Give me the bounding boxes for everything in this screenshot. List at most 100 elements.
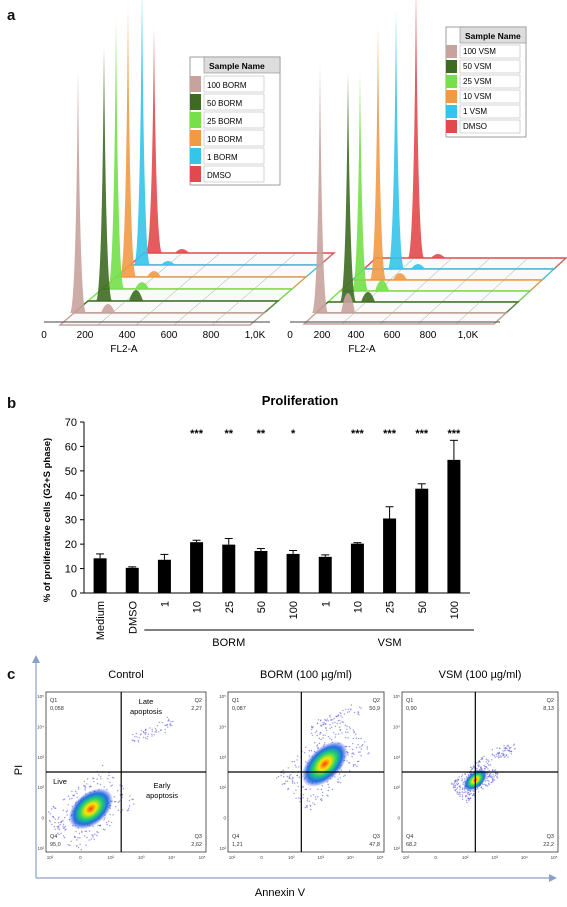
x-tick-label: 1	[320, 601, 332, 607]
y-tick-label: 60	[65, 441, 77, 453]
flow-y-tick: 0	[397, 816, 400, 821]
quadrant-q1: Q1	[50, 698, 57, 704]
bar-chart: 0 10 20 30 40 50 60 70 Medium DMSO 1 10 *** 25 ** 50 ** 1…	[65, 417, 474, 649]
flow-x-tick: 10⁵	[199, 855, 206, 860]
flow-y-tick: 10⁴	[393, 724, 400, 729]
histogram-peaks	[70, 0, 189, 313]
flow-y-tick: 10³	[37, 755, 44, 760]
region-label: Late	[139, 697, 154, 706]
histogram-lane	[114, 264, 322, 278]
quadrant-q4: Q4	[50, 834, 57, 840]
x-tick-label: 50	[256, 601, 268, 613]
histogram-peak-secondary	[431, 254, 445, 258]
quadrant-q3: Q3	[373, 834, 380, 840]
flow-y-tick: 10⁴	[37, 724, 44, 729]
x-tick: 0	[287, 330, 293, 341]
quadrant-q3: Q3	[547, 834, 554, 840]
quadrant-q2-val: 8,13	[543, 706, 554, 712]
density-cluster	[301, 741, 348, 787]
flow-y-tick: 0	[41, 816, 44, 821]
flow-y-tick: 10²	[393, 846, 400, 851]
flow-x-tick: 10²	[108, 855, 115, 860]
quadrant-q1-val: 0,90	[406, 706, 417, 712]
histogram-lane	[128, 252, 336, 266]
legend-swatch	[190, 130, 201, 146]
legend-label: 10 VSM	[463, 92, 492, 101]
histogram-peak	[96, 46, 112, 301]
histogram-peak-secondary	[101, 304, 115, 313]
x-tick: 1,0K	[245, 330, 266, 341]
quadrant-q2-val: 2,27	[191, 706, 202, 712]
x-tick-label: 100	[288, 601, 300, 619]
legend-label: 100 VSM	[463, 47, 496, 56]
y-tick-label: 30	[65, 515, 77, 527]
x-tick-label: 10	[192, 601, 204, 613]
density-cluster	[68, 788, 113, 830]
histogram-peak	[340, 72, 356, 302]
histogram-peaks	[312, 0, 445, 313]
legend-label: 50 BORM	[207, 99, 242, 108]
legend-label: 10 BORM	[207, 135, 242, 144]
legend-swatch	[190, 94, 201, 110]
histogram-lane	[58, 312, 266, 326]
flow-x-tick: 10³	[318, 855, 325, 860]
quadrant-q3-val: 47,8	[369, 842, 380, 848]
flow-x-tick: 10⁴	[347, 855, 354, 860]
quadrant-q1-val: 0,087	[232, 706, 246, 712]
legend-title: Sample Name	[209, 61, 265, 71]
flow-x-tick: 10²	[403, 855, 410, 860]
flow-x-tick: 10²	[288, 855, 295, 860]
bar	[222, 544, 236, 593]
flow-plot-2: VSM (100 µg/ml) Q1 0,90 Q2 8,13 Q4 68,2 Q3 22,2 1…	[393, 669, 559, 860]
flow-y-tick: 0	[223, 816, 226, 821]
flow-plot-0: Control Q1 0,058 Q2 2,27 Q4 95,0 Q3 2,62 10⁵ 10⁴ 10…	[37, 669, 207, 860]
x-tick-label: Medium	[95, 601, 107, 640]
chart-title: Proliferation	[262, 393, 339, 408]
x-tick-label: 10	[352, 601, 364, 613]
flow-x-tick: 10⁴	[521, 855, 528, 860]
region-label: Early	[153, 781, 170, 790]
histogram-3d-vsm: 0 200 400 600 800 1,0K FL2-A	[287, 0, 567, 355]
x-tick: 0	[41, 330, 47, 341]
histogram-peak	[388, 9, 404, 269]
bar	[286, 553, 300, 593]
x-tick-label: 25	[224, 601, 236, 613]
flow-y-tick: 10²	[393, 785, 400, 790]
quadrant-q3-val: 22,2	[543, 842, 554, 848]
bar	[157, 559, 171, 593]
bar	[125, 567, 139, 593]
legend-label: DMSO	[207, 171, 231, 180]
bar	[383, 518, 397, 593]
histogram-peak	[408, 0, 424, 258]
legend-label: 1 VSM	[463, 107, 487, 116]
legend-swatch	[446, 120, 457, 133]
x-tick-label: 25	[385, 601, 397, 613]
x-tick: 600	[161, 330, 178, 341]
histogram-floor	[302, 257, 567, 325]
histogram-peak-secondary	[393, 273, 407, 280]
histogram-peak	[352, 71, 368, 291]
quadrant-q1-val: 0,058	[50, 706, 64, 712]
flow-y-tick: 10³	[219, 755, 226, 760]
flow-cytometry-plots: Control Q1 0,058 Q2 2,27 Q4 95,0 Q3 2,62 10⁵ 10⁴ 10…	[37, 669, 559, 860]
histogram-peak-secondary	[411, 264, 425, 269]
y-tick-label: 0	[71, 588, 77, 600]
x-tick: 800	[203, 330, 220, 341]
histogram-lane	[86, 288, 294, 302]
histogram-lane	[338, 279, 544, 292]
bar	[350, 543, 364, 593]
histogram-x-axis: 0 200 400 600 800 1,0K FL2-A	[287, 321, 500, 355]
legend-swatch	[190, 112, 201, 128]
y-tick-label: 70	[65, 417, 77, 429]
panel-b-letter: b	[7, 395, 16, 412]
y-tick-label: 40	[65, 490, 77, 502]
legend-swatch	[446, 105, 457, 118]
quadrant-q4-val: 95,0	[50, 842, 61, 848]
quadrant-q2-val: 50,9	[369, 706, 380, 712]
region-label: Live	[53, 777, 67, 786]
legend-swatch	[446, 75, 457, 88]
quadrant-q1: Q1	[406, 698, 413, 704]
region-label: apoptosis	[146, 791, 178, 800]
y-tick-label: 10	[65, 564, 77, 576]
panel-a-letter: a	[7, 7, 16, 24]
